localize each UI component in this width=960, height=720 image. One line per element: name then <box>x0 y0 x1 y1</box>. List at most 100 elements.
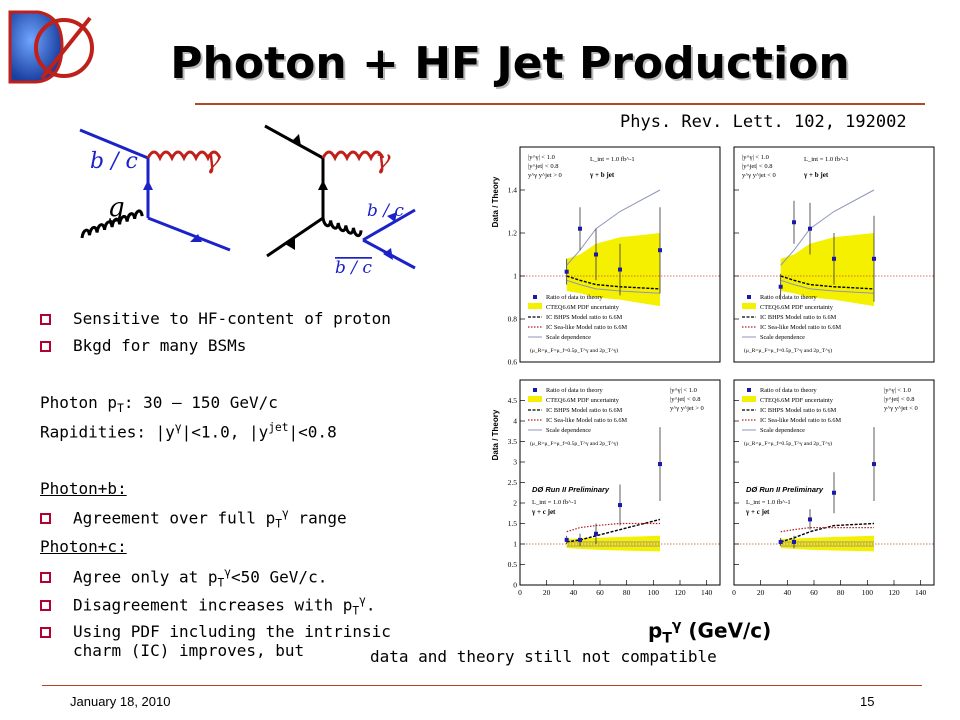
x-tick-label: 100 <box>862 588 874 597</box>
feynman-diagram-right: γ b / c b / c <box>264 124 416 278</box>
bullet-marker <box>40 513 51 525</box>
process-label: γ + c jet <box>745 508 770 516</box>
data-point <box>832 490 836 495</box>
legend-swatch-band <box>528 396 542 402</box>
y-tick-label: 3 <box>513 458 517 467</box>
data-point <box>594 252 598 257</box>
data-point <box>578 537 582 542</box>
diagram-right-quark-label: b / c <box>367 201 404 221</box>
x-tick-label: 0 <box>518 588 522 597</box>
cut-annotation: y^γ y^jet > 0 <box>528 172 562 179</box>
x-tick-label: 40 <box>570 588 578 597</box>
legend-swatch-data <box>747 388 751 392</box>
publication-reference: Phys. Rev. Lett. 102, 192002 <box>620 112 907 132</box>
ic-bhps-model-line <box>780 275 875 290</box>
luminosity-label: L_int = 1.0 fb^-1 <box>532 499 577 506</box>
ic-bhps-model-line <box>566 518 661 543</box>
bullet-marker <box>40 572 51 584</box>
data-point <box>564 269 569 274</box>
legend-entry: Ratio of data to theory <box>760 294 818 301</box>
y-tick-label: 4 <box>513 417 517 426</box>
legend-swatch-band <box>742 303 756 309</box>
rapidity-cuts: Rapidities: |yγ|<1.0, |yjet|<0.8 <box>40 421 337 442</box>
page-number: 15 <box>860 694 875 709</box>
legend-entry: IC Sea-like Model ratio to 6.6M <box>546 324 628 331</box>
cut-annotation: |y^γ| < 1.0 <box>742 154 769 161</box>
scale-dependence-lower <box>780 279 875 294</box>
x-tick-label: 140 <box>701 588 713 597</box>
y-tick-label: 2.5 <box>508 478 518 487</box>
legend-entry: IC Sea-like Model ratio to 6.6M <box>760 417 842 424</box>
footer-divider <box>42 685 922 686</box>
legend-entry: IC Sea-like Model ratio to 6.6M <box>760 324 842 331</box>
title-divider <box>195 103 925 105</box>
y-tick-label: 0.8 <box>508 315 518 324</box>
diagram-left-gluon-label: g <box>108 193 125 223</box>
bullet-photon-c-agree: Agree only at pTγ<50 GeV/c. <box>40 566 327 590</box>
scale-note: (μ_R=μ_F=μ_f=0.5p_T^γ and 2p_T^γ) <box>530 440 618 447</box>
cut-annotation: |y^jet| < 0.8 <box>528 163 558 170</box>
legend-entry: Scale dependence <box>546 334 591 341</box>
bullet-marker <box>40 341 51 352</box>
y-tick-label: 3.5 <box>508 437 518 446</box>
photon-pt-range: Photon pT: 30 – 150 GeV/c <box>40 393 278 416</box>
cut-annotation: y^γ y^jet > 0 <box>670 405 704 412</box>
cut-annotation: |y^jet| < 0.8 <box>670 396 700 403</box>
x-tick-label: 100 <box>648 588 660 597</box>
data-point <box>808 517 812 522</box>
pdf-uncertainty-band <box>566 535 660 552</box>
y-tick-label: 2 <box>513 499 517 508</box>
photon-b-heading: Photon+b: <box>40 479 127 498</box>
plot-panel-bottom-left: 0 0.5 1 1.5 2 2.5 3 3.5 4 4.5 0 20 40 60 80 100 120 140 Da… <box>491 379 721 597</box>
legend-entry: Ratio of data to theory <box>760 387 818 394</box>
y-tick-label: 1 <box>513 272 517 281</box>
ic-sea-model-line <box>780 527 874 533</box>
cut-annotation: |y^γ| < 1.0 <box>670 387 697 394</box>
luminosity-label: L_int = 1.0 fb^-1 <box>590 156 635 163</box>
cut-annotation: |y^γ| < 1.0 <box>528 154 555 161</box>
scale-note: (μ_R=μ_F=μ_f=0.5p_T^γ and 2p_T^γ) <box>530 347 618 354</box>
bullet-marker <box>40 314 51 325</box>
x-tick-label: 0 <box>732 588 736 597</box>
plot-panel-bottom-right: 0 20 40 60 80 100 120 140 |y^γ| < 1.0 |y^jet| < 0… <box>732 379 935 597</box>
data-point <box>578 226 582 231</box>
data-point <box>808 226 812 231</box>
legend-entry: CTEQ6.6M PDF uncertainty <box>760 397 834 404</box>
bullet-hf-content: Sensitive to HF-content of proton <box>40 309 391 328</box>
y-tick-label: 0 <box>513 581 517 590</box>
legend-entry: CTEQ6.6M PDF uncertainty <box>760 304 834 311</box>
data-point <box>872 462 876 467</box>
legend-swatch-data <box>747 295 751 299</box>
y-tick-label: 4.5 <box>508 396 518 405</box>
conclusion-note: data and theory still not compatible <box>370 647 717 666</box>
legend-entry: Scale dependence <box>760 427 805 434</box>
experiment-label: DØ Run II Preliminary <box>746 485 824 494</box>
plot-panel-top-left: 0.6 0.8 1 1.2 1.4 Data / Theory |y^γ| < 1.0 |y^… <box>491 146 721 367</box>
x-tick-label: 20 <box>543 588 551 597</box>
data-point <box>778 539 783 544</box>
y-tick-label: 1 <box>513 540 517 549</box>
x-axis-title: pTγ (GeV/c) <box>648 618 772 647</box>
x-tick-label: 40 <box>784 588 792 597</box>
data-point <box>778 284 783 289</box>
legend-entry: Scale dependence <box>546 427 591 434</box>
legend-entry: Ratio of data to theory <box>546 387 604 394</box>
scale-dependence-lower <box>566 279 661 294</box>
process-label: γ + b jet <box>803 171 829 179</box>
bullet-marker <box>40 627 51 638</box>
y-tick-label: 1.5 <box>508 519 518 528</box>
legend-swatch-band <box>528 303 542 309</box>
legend-swatch-data <box>533 388 537 392</box>
scale-note: (μ_R=μ_F=μ_f=0.5p_T^γ and 2p_T^γ) <box>744 347 832 354</box>
luminosity-label: L_int = 1.0 fb^-1 <box>746 499 791 506</box>
data-point <box>872 256 876 261</box>
legend-entry: Ratio of data to theory <box>546 294 604 301</box>
data-point <box>658 248 662 253</box>
diagram-right-antiquark-label: b / c <box>335 258 372 278</box>
ic-bhps-model-line <box>566 275 661 290</box>
pdf-uncertainty-band <box>780 535 874 552</box>
process-label: γ + b jet <box>589 171 615 179</box>
luminosity-label: L_int = 1.0 fb^-1 <box>804 156 849 163</box>
cut-annotation: |y^jet| < 0.8 <box>884 396 914 403</box>
data-point <box>792 539 796 544</box>
